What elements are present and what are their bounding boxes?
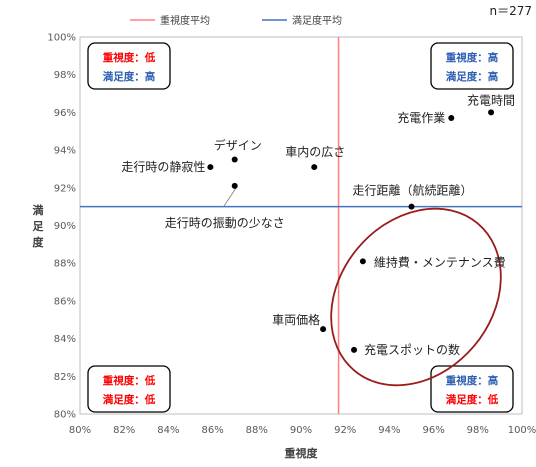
data-point-label: デザイン [214, 138, 262, 153]
quadrant-box-frame [430, 365, 514, 413]
data-point-label: 維持費・メンテナンス費 [374, 254, 506, 269]
quadrant-importance-label: 重視度：高 [446, 51, 499, 64]
data-point-label: 車両価格 [272, 312, 320, 327]
x-axis-title: 重視度 [285, 446, 319, 460]
data-point-label: 充電時間 [467, 92, 515, 107]
y-tick-label: 98% [54, 70, 76, 81]
data-point [311, 164, 318, 171]
data-point-label: 走行時の静寂性 [121, 159, 205, 174]
reference-lines [80, 37, 522, 414]
x-tick-label: 84% [157, 425, 179, 436]
legend-importance-average-label: 重視度平均 [160, 14, 210, 27]
x-tick-label: 100% [508, 425, 536, 436]
x-tick-label: 88% [246, 425, 268, 436]
y-tick-label: 92% [54, 183, 76, 194]
y-tick-label: 96% [54, 108, 76, 119]
x-tick-label: 86% [201, 425, 223, 436]
data-point [231, 156, 238, 163]
quadrant-satisfaction-label: 満足度：高 [103, 70, 156, 83]
data-point-label: 充電作業 [397, 110, 445, 125]
y-tick-label: 84% [54, 334, 76, 345]
y-tick-label: 100% [47, 33, 76, 44]
x-tick-label: 98% [467, 425, 489, 436]
vibration-leader-line [223, 187, 237, 207]
data-point [408, 203, 415, 210]
data-point [488, 109, 495, 116]
y-tick-label: 88% [54, 259, 76, 270]
data-point [320, 326, 327, 333]
legend-satisfaction-average-label: 満足度平均 [292, 14, 342, 27]
y-tick-label: 82% [54, 372, 76, 383]
data-point [359, 258, 366, 265]
quadrant-importance-label: 重視度：低 [103, 51, 156, 64]
quadrant-satisfaction-label: 満足度：高 [446, 70, 499, 83]
data-point [207, 164, 214, 171]
x-tick-label: 92% [334, 425, 356, 436]
quadrant-importance-label: 重視度：低 [103, 374, 156, 387]
data-point [231, 182, 238, 189]
quadrant-box-frame [87, 365, 171, 413]
data-point-label: 走行距離（航続距離） [352, 183, 472, 198]
plot-area [79, 36, 523, 415]
y-tick-label: 80% [54, 410, 76, 421]
x-axis-ticks: 80% 82% 84% 86% 88% 90% 92% 94% 96% 98% 100% [69, 425, 536, 436]
quadrant-importance-label: 重視度：高 [446, 374, 499, 387]
y-tick-label: 86% [54, 296, 76, 307]
highlight-ellipse [330, 207, 502, 387]
quadrant-satisfaction-label: 満足度：低 [446, 393, 499, 406]
legend: 重視度平均 満足度平均 [130, 14, 342, 27]
y-tick-label: 90% [54, 221, 76, 232]
data-point [351, 346, 358, 353]
x-tick-label: 80% [69, 425, 91, 436]
x-tick-label: 96% [422, 425, 444, 436]
quadrant-box-frame [87, 42, 171, 90]
data-point [448, 115, 455, 122]
data-point-label: 走行時の振動の少なさ [165, 216, 285, 230]
x-tick-label: 90% [290, 425, 312, 436]
data-point-label: 車内の広さ [285, 145, 345, 159]
x-tick-label: 94% [378, 425, 400, 436]
quadrant-satisfaction-label: 満足度：低 [103, 393, 156, 406]
y-axis-title: 満足度 [33, 203, 45, 249]
y-tick-label: 94% [54, 146, 76, 157]
y-axis-ticks: 80% 82% 84% 86% 88% 90% 92% 94% 96% 98% 100% [47, 33, 76, 421]
x-tick-label: 82% [113, 425, 135, 436]
data-point-label: 充電スポットの数 [364, 342, 460, 357]
sample-size-label: n＝277 [489, 4, 532, 18]
quadrant-box-frame [430, 42, 514, 90]
